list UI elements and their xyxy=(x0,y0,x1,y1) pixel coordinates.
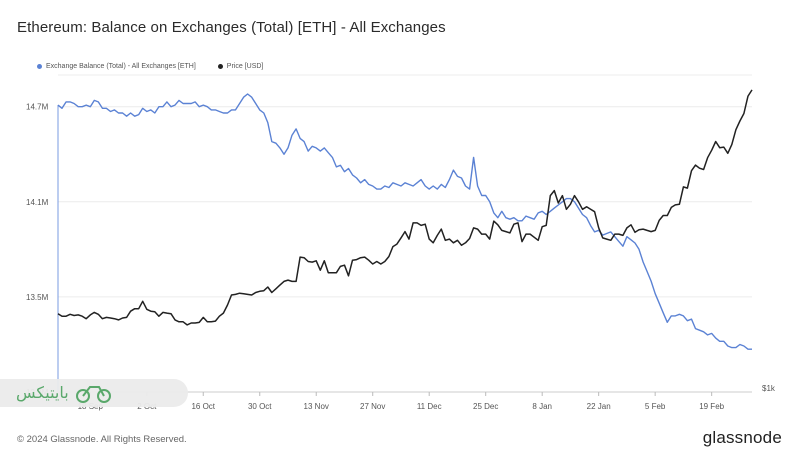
watermark-text: بایتیکس xyxy=(16,385,69,402)
x-tick-label: 5 Feb xyxy=(645,402,666,411)
y-tick-label: 14.1M xyxy=(26,198,49,207)
watermark-badge: بایتیکس xyxy=(0,379,188,407)
legend-item-price[interactable]: Price [USD] xyxy=(217,63,264,70)
series-line-balance xyxy=(57,93,752,350)
x-tick-label: 30 Oct xyxy=(248,402,272,411)
x-tick-label: 11 Dec xyxy=(417,402,442,411)
bicycle-icon xyxy=(75,386,111,403)
x-tick-label: 13 Nov xyxy=(304,402,329,411)
legend-dot-price xyxy=(217,64,223,69)
glassnode-logo: glassnode xyxy=(702,428,782,447)
y-tick-label: 14.7M xyxy=(26,103,49,112)
legend-item-balance[interactable]: Exchange Balance (Total) - All Exchanges… xyxy=(37,63,196,70)
legend-label-balance: Exchange Balance (Total) - All Exchanges… xyxy=(46,63,196,70)
legend-dot-balance xyxy=(37,64,42,69)
x-tick-label: 22 Jan xyxy=(587,402,611,411)
x-tick-label: 25 Dec xyxy=(473,402,498,411)
legend-label-price: Price [USD] xyxy=(226,63,264,70)
x-tick-label: 8 Jan xyxy=(532,402,552,411)
series-line-price xyxy=(57,89,753,326)
footer-copyright: © 2024 Glassnode. All Rights Reserved. xyxy=(17,434,187,445)
chart-legend: Exchange Balance (Total) - All Exchanges… xyxy=(37,63,285,70)
y-right-tick-label: $1k xyxy=(762,384,776,393)
x-tick-label: 16 Oct xyxy=(191,402,215,411)
chart-title: Ethereum: Balance on Exchanges (Total) [… xyxy=(17,19,446,36)
x-tick-label: 19 Feb xyxy=(699,402,724,411)
x-tick-label: 27 Nov xyxy=(360,402,385,411)
y-tick-label: 13.5M xyxy=(26,293,49,302)
